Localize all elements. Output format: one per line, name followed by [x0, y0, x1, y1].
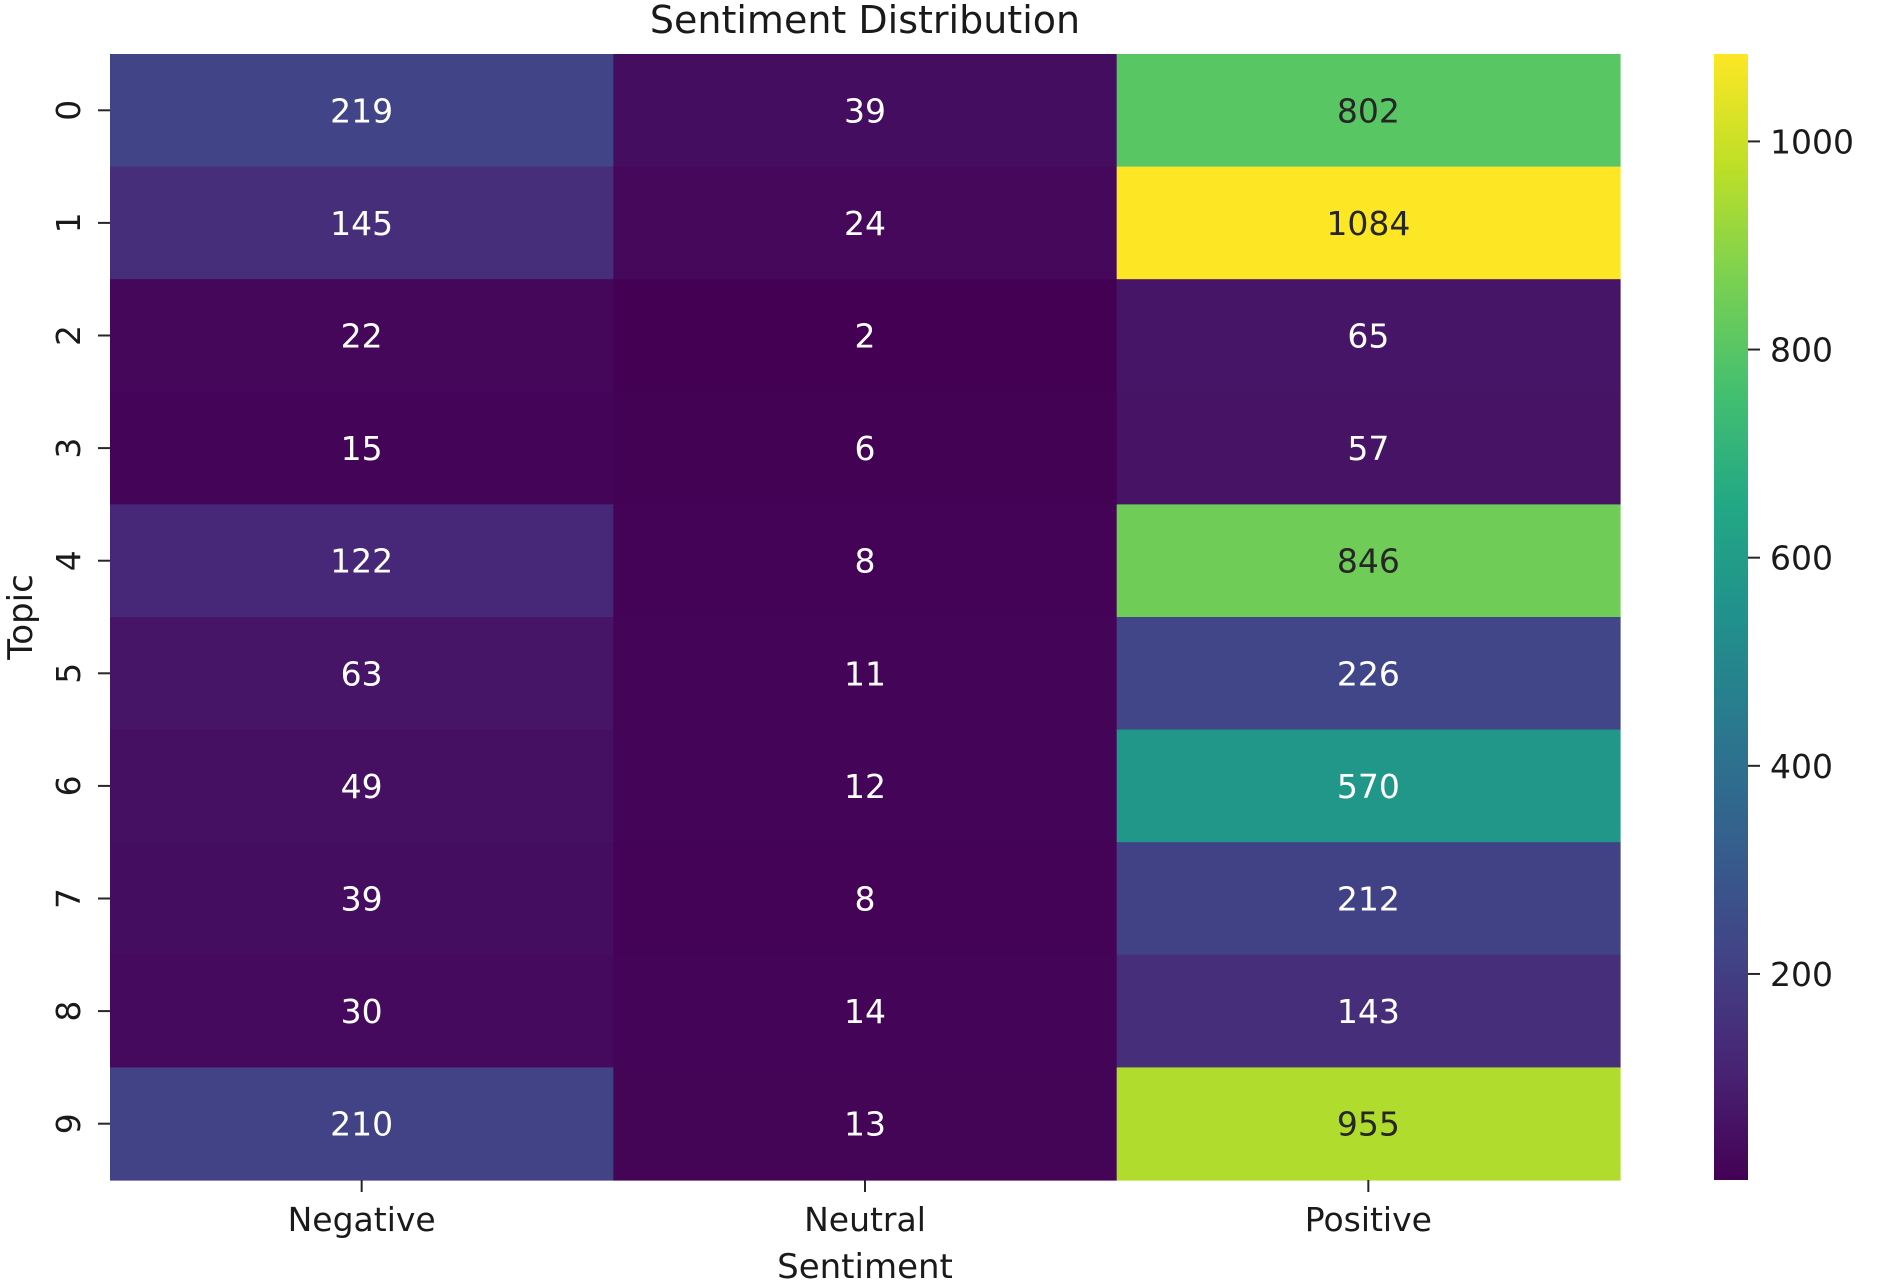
cell-value-label: 14 [844, 992, 886, 1031]
cell-value-label: 8 [855, 542, 876, 581]
heatmap-cell [613, 504, 1118, 618]
cell-value-label: 212 [1337, 880, 1400, 919]
cell-value-label: 12 [844, 767, 886, 806]
heatmap-cell [1116, 166, 1621, 280]
heatmap-cell [110, 1067, 614, 1181]
colorbar-scale [1714, 54, 1748, 1180]
cell-value-label: 22 [341, 317, 383, 356]
cell-value-label: 49 [341, 767, 383, 806]
heatmap-cell [1116, 504, 1621, 618]
heatmap-cell [110, 166, 614, 280]
cell-value-label: 226 [1337, 654, 1400, 693]
y-tick-label: 5 [49, 663, 88, 684]
heatmap-cell [613, 729, 1118, 843]
y-axis: 0 1 2 3 4 5 6 7 8 9 [49, 100, 110, 1134]
cell-value-label: 65 [1347, 317, 1389, 356]
y-tick-label: 6 [49, 775, 88, 796]
colorbar-tick-label: 200 [1770, 955, 1833, 994]
heatmap-cell [110, 279, 614, 393]
heatmap-cell [1116, 954, 1621, 1068]
cell-value-label: 13 [844, 1105, 886, 1144]
cell-value-label: 145 [330, 204, 393, 243]
cell-value-label: 2 [855, 317, 876, 356]
x-tick-label: Neutral [804, 1200, 926, 1239]
cell-value-label: 802 [1337, 91, 1400, 130]
colorbar-tick-label: 800 [1770, 331, 1833, 370]
heatmap-cell [110, 954, 614, 1068]
colorbar-tick-label: 600 [1770, 539, 1833, 578]
heatmap-cell [110, 391, 614, 505]
cell-value-label: 570 [1337, 767, 1400, 806]
y-tick-label: 8 [49, 1001, 88, 1022]
y-axis-label: Topic [1, 574, 41, 661]
x-tick-label: Negative [288, 1200, 436, 1239]
heatmap-cell [613, 954, 1118, 1068]
heatmap-cell [613, 617, 1118, 731]
chart-title: Sentiment Distribution [650, 0, 1080, 42]
heatmap-cell [613, 391, 1118, 505]
y-tick-label: 4 [49, 550, 88, 571]
cell-value-label: 39 [844, 91, 886, 130]
heatmap-cell [1116, 842, 1621, 956]
colorbar-ticks: 200 400 600 800 1000 [1748, 122, 1854, 994]
heatmap-cell [110, 842, 614, 956]
x-axis: Negative Neutral Positive [288, 1180, 1432, 1239]
y-tick-label: 9 [49, 1113, 88, 1134]
cell-value-label: 39 [341, 880, 383, 919]
heatmap-cell [613, 279, 1118, 393]
cell-value-label: 30 [341, 992, 383, 1031]
heatmap-cell [613, 842, 1118, 956]
cell-value-label: 122 [330, 542, 393, 581]
heatmap-cell [1116, 391, 1621, 505]
colorbar: 200 400 600 800 1000 [1714, 54, 1854, 1180]
heatmap-cell [613, 166, 1118, 280]
y-tick-label: 3 [49, 438, 88, 459]
cell-value-label: 63 [341, 654, 383, 693]
cell-value-label: 11 [844, 654, 886, 693]
colorbar-tick-label: 400 [1770, 747, 1833, 786]
y-tick-label: 1 [49, 212, 88, 233]
cell-value-label: 24 [844, 204, 886, 243]
cell-value-label: 955 [1337, 1105, 1400, 1144]
heatmap-cell [110, 617, 614, 731]
cell-value-label: 6 [855, 429, 876, 468]
cell-value-label: 210 [330, 1105, 393, 1144]
cell-value-label: 57 [1347, 429, 1389, 468]
cell-value-label: 219 [330, 91, 393, 130]
heatmap-cell [110, 504, 614, 618]
cell-value-label: 846 [1337, 542, 1400, 581]
y-tick-label: 7 [49, 888, 88, 909]
heatmap-cell [613, 1067, 1118, 1181]
colorbar-tick-label: 1000 [1770, 122, 1854, 161]
heatmap-cell [1116, 1067, 1621, 1181]
cell-value-label: 8 [855, 880, 876, 919]
heatmap-cell [613, 54, 1118, 168]
cell-value-label: 15 [341, 429, 383, 468]
heatmap-cell [1116, 54, 1621, 168]
heatmap-cell [1116, 617, 1621, 731]
y-tick-label: 0 [49, 100, 88, 121]
cell-value-label: 143 [1337, 992, 1400, 1031]
cell-value-label: 1084 [1326, 204, 1410, 243]
heatmap-cell [110, 729, 614, 843]
heatmap-cell [1116, 279, 1621, 393]
heatmap-cell [110, 54, 614, 168]
heatmap-cells [110, 54, 1621, 1181]
y-tick-label: 2 [49, 325, 88, 346]
x-tick-label: Positive [1305, 1200, 1432, 1239]
heatmap-cell [1116, 729, 1621, 843]
x-axis-label: Sentiment [777, 1247, 953, 1284]
